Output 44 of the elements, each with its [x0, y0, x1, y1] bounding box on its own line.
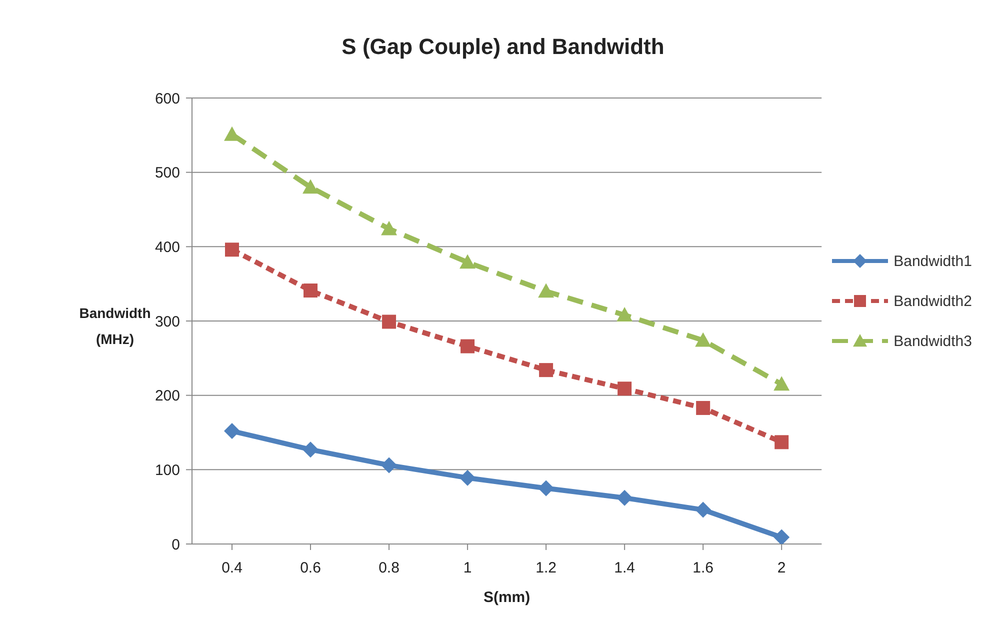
y-tick-label: 400 — [154, 238, 180, 256]
point — [539, 363, 554, 378]
point — [695, 502, 712, 518]
point — [695, 332, 712, 347]
y-tick-label: 300 — [154, 313, 180, 330]
y-tick-label: 200 — [154, 388, 180, 405]
legend-label: Bandwidth2 — [894, 292, 972, 310]
y-axis-title: Bandwidth (MHz) — [79, 305, 151, 347]
legend-label: Bandwidth1 — [894, 252, 972, 270]
point — [302, 442, 319, 458]
point — [774, 435, 789, 450]
x-tick-label: 1.6 — [692, 560, 714, 577]
point — [460, 254, 476, 269]
point — [381, 220, 398, 236]
x-tick-label: 1.2 — [536, 560, 556, 577]
x-tick-label: 0.8 — [378, 560, 400, 577]
point — [381, 457, 398, 474]
point — [224, 423, 240, 440]
point — [618, 382, 632, 396]
y-tick-label: 600 — [154, 90, 180, 108]
point — [616, 490, 633, 506]
point — [538, 480, 554, 496]
point — [302, 179, 319, 194]
x-axis-title: S(mm) — [483, 589, 530, 606]
y-tick-label: 0 — [172, 536, 180, 554]
point — [304, 284, 318, 298]
x-tick-label: 2 — [777, 560, 786, 577]
x-tick-label: 1.4 — [614, 560, 635, 577]
x-tick-label: 1 — [463, 560, 472, 577]
point — [382, 314, 396, 329]
y-tick-label: 100 — [154, 462, 180, 479]
point — [774, 529, 790, 544]
x-tick-label: 0.4 — [222, 560, 242, 577]
point — [538, 283, 554, 298]
point — [774, 376, 790, 391]
x-tick-label: 0.6 — [300, 560, 321, 577]
point — [225, 242, 239, 257]
point — [460, 470, 476, 486]
point — [696, 400, 710, 415]
chart-title: S (Gap Couple) and Bandwidth — [340, 34, 666, 60]
legend-label: Bandwidth3 — [894, 332, 972, 350]
point — [616, 307, 633, 322]
point — [460, 339, 475, 354]
y-tick-label: 500 — [154, 164, 180, 182]
